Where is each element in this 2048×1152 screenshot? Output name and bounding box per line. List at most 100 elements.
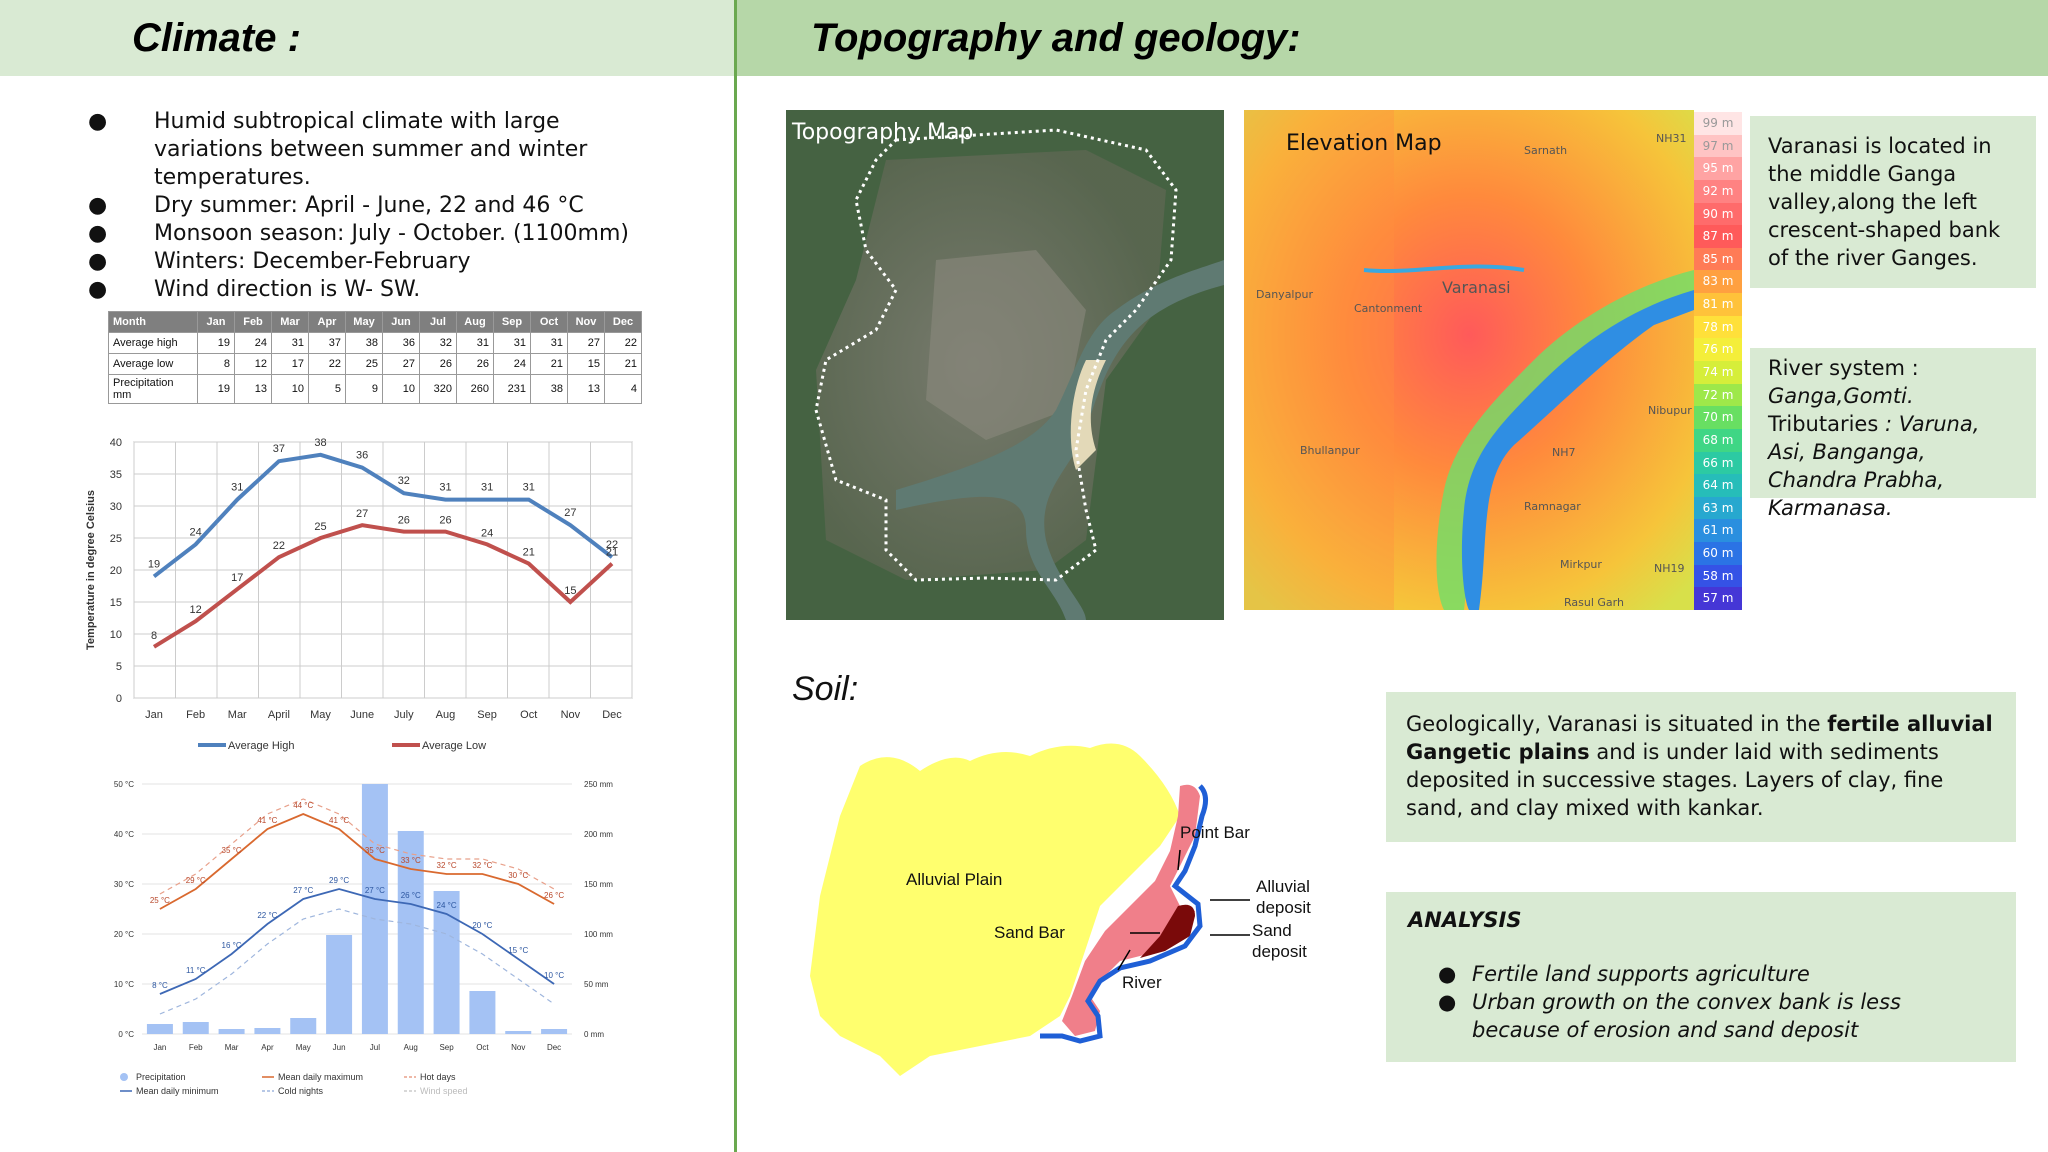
bullet-dot: ● <box>1438 990 1457 1014</box>
precip-bar <box>505 1031 532 1034</box>
precip-bar <box>433 891 460 1034</box>
climate-header: Climate : <box>0 0 734 76</box>
analysis-item-text: Urban growth on the convex bank is less … <box>1472 990 1901 1042</box>
min-label: 26 °C <box>401 891 421 900</box>
table-cell: 231 <box>493 374 531 404</box>
x-tick-label: Jan <box>153 1043 166 1052</box>
river-system-title: River system : <box>1768 356 1919 380</box>
table-cell: 24 <box>493 353 531 375</box>
x-tick-label: Jul <box>370 1043 380 1052</box>
y-tick-label: 35 <box>110 469 122 481</box>
tributaries-label: Tributaries <box>1768 412 1879 436</box>
table-row: Precipitation mm 19 13 10 5 9 10 320 260 231 38 13 4 <box>108 374 642 404</box>
analysis-box: ANALYSIS ● Fertile land supports agricult… <box>1386 892 2016 1062</box>
data-label: 31 <box>523 482 535 494</box>
bullet-text: Wind direction is W- SW. <box>154 277 421 302</box>
mean-max-line <box>159 813 555 910</box>
climate-title: Climate : <box>132 16 301 60</box>
climate-bullets: ● Humid subtropical climate with large va… <box>88 108 658 304</box>
legend-step: 61 m <box>1694 519 1742 543</box>
legend-label: Mean daily minimum <box>136 1086 219 1096</box>
table-cell: 12 <box>234 353 272 375</box>
y-right-tick: 200 mm <box>584 830 613 839</box>
alluvial-deposit-label: Alluvial deposit <box>1256 877 1311 917</box>
table-header-cell: Nov <box>567 311 605 333</box>
data-label: 27 <box>564 507 576 519</box>
legend-step: 74 m <box>1694 361 1742 384</box>
analysis-list: ● Fertile land supports agriculture ● Urban… <box>1408 960 1994 1044</box>
climate-bullet-item: ● Wind direction is W- SW. <box>88 276 658 304</box>
climate-table: Month Jan Feb Mar Apr May Jun Jul Aug Sep Oct Nov De… <box>108 311 642 404</box>
table-header-cell: Mar <box>271 311 309 333</box>
geology-text-1: Geologically, Varanasi is situated in th… <box>1406 712 1828 736</box>
legend-step: 95 m <box>1694 157 1742 180</box>
table-header-cell: Dec <box>604 311 642 333</box>
max-label: 35 °C <box>365 846 385 855</box>
x-tick-label: Jan <box>145 709 163 721</box>
table-cell: 10 <box>382 374 420 404</box>
legend-step: 78 m <box>1694 315 1742 339</box>
geology-bold: fertile alluvial Gangetic plains <box>1406 712 1993 764</box>
table-cell: Average high <box>108 332 198 354</box>
y-left-tick: 50 °C <box>114 780 134 789</box>
data-label: 12 <box>190 604 202 616</box>
alluvial-plain-label: Alluvial Plain <box>906 870 1003 889</box>
legend-label: Mean daily maximum <box>278 1072 363 1082</box>
data-label: 8 <box>151 630 157 642</box>
series-line <box>152 452 614 578</box>
data-label: 21 <box>523 547 535 559</box>
road-nh31: NH31 <box>1656 132 1687 145</box>
y-tick-label: 10 <box>110 629 122 641</box>
cold-nights-line <box>159 908 555 1015</box>
table-body: Average high 19 24 31 37 38 36 32 31 31 31 27 22 Aver… <box>108 332 642 404</box>
x-tick-label: Aug <box>404 1043 418 1052</box>
bullet-text: Humid subtropical climate with large var… <box>154 109 588 190</box>
min-label: 20 °C <box>472 921 492 930</box>
min-label: 27 °C <box>365 886 385 895</box>
max-label: 44 °C <box>293 801 313 810</box>
precip-bar <box>326 935 353 1034</box>
table-header-cell: Aug <box>456 311 494 333</box>
bullet-dot: ● <box>88 249 108 274</box>
place-cantonment: Cantonment <box>1354 302 1423 315</box>
data-label: 22 <box>273 540 285 552</box>
table-header-cell: Month <box>108 311 198 333</box>
legend-step: 76 m <box>1694 338 1742 361</box>
bullet-text: Winters: December-February <box>154 249 471 274</box>
table-header-row: Month Jan Feb Mar Apr May Jun Jul Aug Sep Oct Nov De… <box>108 311 642 333</box>
place-varanasi: Varanasi <box>1442 278 1511 297</box>
x-tick-label: Aug <box>436 709 456 721</box>
precip-bar <box>469 991 496 1034</box>
min-label: 16 °C <box>222 941 242 950</box>
y-left-tick: 40 °C <box>114 830 134 839</box>
table-cell: 15 <box>567 353 605 375</box>
bullet-dot: ● <box>88 193 108 218</box>
river-system-box: River system : Ganga,Gomti. Tributaries … <box>1750 348 2036 520</box>
table-cell: 25 <box>345 353 383 375</box>
table-cell: 19 <box>197 374 235 404</box>
precip-bar <box>541 1029 568 1034</box>
data-label: 31 <box>481 482 493 494</box>
legend-step: 66 m <box>1694 451 1742 475</box>
table-cell: 31 <box>493 332 531 354</box>
table-cell: 22 <box>308 353 346 375</box>
legend-step: 83 m <box>1694 270 1742 294</box>
max-label: 41 °C <box>329 816 349 825</box>
max-label: 32 °C <box>437 861 457 870</box>
precip-bar <box>397 831 424 1034</box>
precip-bar <box>361 784 388 1034</box>
x-tick-label: Mar <box>225 1043 239 1052</box>
tributaries-line: Tributaries : Varuna, Asi, Banganga, Cha… <box>1768 410 2018 522</box>
table-cell: 24 <box>234 332 272 354</box>
table-cell: Precipitation mm <box>108 374 198 404</box>
table-header-cell: Oct <box>530 311 568 333</box>
x-tick-label: Feb <box>189 1043 203 1052</box>
table-cell: 26 <box>456 353 494 375</box>
y-right-tick: 50 mm <box>584 980 609 989</box>
legend-step: 63 m <box>1694 496 1742 520</box>
table-cell: 4 <box>604 374 642 404</box>
legend-step: 99 m <box>1694 112 1742 135</box>
legend-step: 68 m <box>1694 428 1742 452</box>
y-left-tick: 20 °C <box>114 930 134 939</box>
table-cell: 260 <box>456 374 494 404</box>
